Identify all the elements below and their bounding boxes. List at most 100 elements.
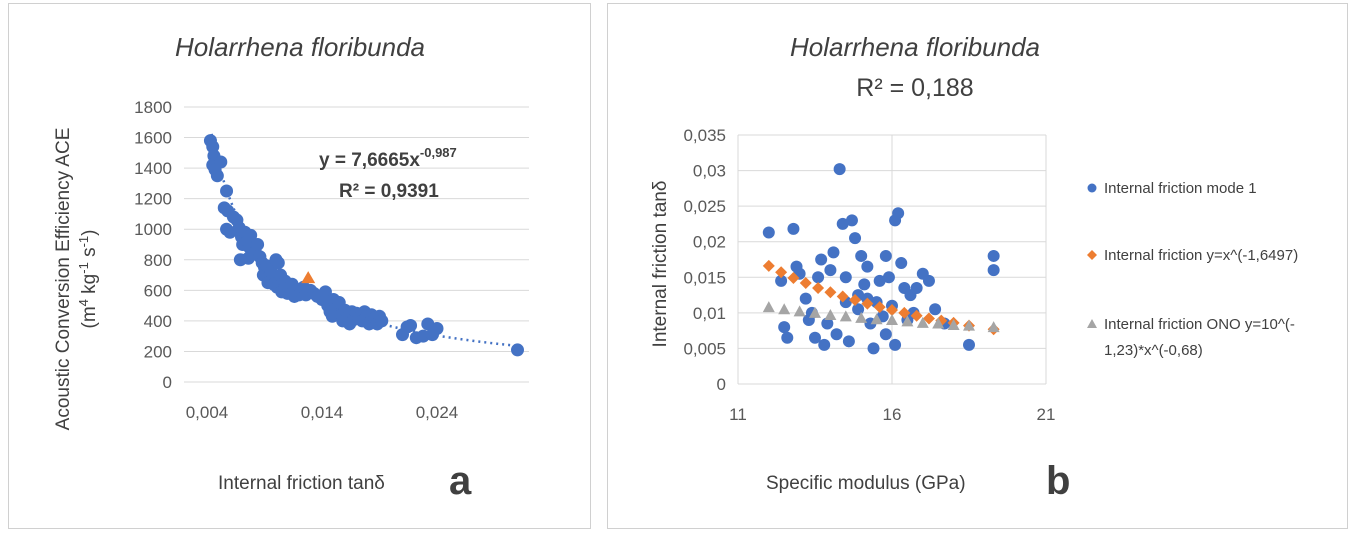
data-point-power <box>910 309 923 322</box>
legend-label-power: Internal friction y=x^(-1,6497) <box>1104 247 1298 264</box>
data-point-power <box>861 297 874 310</box>
data-point-mode1 <box>842 335 855 348</box>
data-point-mode1 <box>895 257 908 270</box>
chart-a-xlabel: Internal friction tanδ <box>218 473 385 494</box>
data-point-mode1 <box>821 317 834 330</box>
data-point-ono <box>809 306 821 318</box>
data-point-mode1 <box>867 342 880 355</box>
data-point-mode1 <box>873 274 886 287</box>
data-point-mode1 <box>787 222 800 235</box>
data-point-ono <box>855 311 868 323</box>
chart-b-subtitle: R² = 0,188 <box>856 74 973 102</box>
data-point-mode1 <box>910 281 923 294</box>
trend-equation-prefix: y = 7,6665x <box>319 150 420 171</box>
y-tick-label: 0,03 <box>693 162 726 181</box>
data-point-mode1 <box>879 328 892 341</box>
y-tick-label: 1200 <box>134 190 172 209</box>
chart-b-title: Holarrhena floribunda <box>790 32 1040 62</box>
data-point-ono <box>886 313 898 325</box>
y-tick-label: 200 <box>144 342 172 361</box>
data-point-mode1 <box>987 249 1000 262</box>
chart-b-xlabel: Specific modulus (GPa) <box>766 473 966 494</box>
data-point-mode1 <box>778 321 791 334</box>
data-point <box>430 322 444 336</box>
data-point <box>251 238 265 251</box>
data-point-ono <box>916 316 929 328</box>
x-tick-label: 16 <box>883 405 902 424</box>
legend-marker-diamond <box>1087 250 1097 260</box>
panel-letter-b: b <box>1046 459 1070 503</box>
chart-b-ylabel: Internal friction tanδ <box>650 181 671 348</box>
x-tick-label: 0,024 <box>416 403 459 422</box>
data-point-ono <box>839 310 852 322</box>
chart-panel-b: Holarrhena floribunda R² = 0,188 0 0,005 0… <box>607 3 1348 529</box>
data-point-mode1 <box>845 214 858 227</box>
data-point <box>220 184 234 198</box>
data-point-mode1 <box>849 232 862 245</box>
data-point-mode1 <box>830 328 843 341</box>
data-point-mode1 <box>824 264 837 277</box>
y-tick-label: 0,015 <box>683 268 726 287</box>
chart-b-legend: Internal friction mode 1 Internal fricti… <box>1087 180 1298 359</box>
data-point-mode1 <box>833 163 846 176</box>
data-point-power <box>886 304 898 317</box>
legend-marker-circle <box>1087 183 1097 193</box>
trend-equation-exponent: -0,987 <box>420 145 457 160</box>
legend-marker-triangle <box>1087 319 1097 328</box>
data-point-ono <box>963 319 975 331</box>
data-point-mode1 <box>889 338 902 351</box>
data-point-mode1 <box>852 303 865 316</box>
data-point-ono <box>793 305 806 317</box>
x-tick-label: 11 <box>729 405 747 424</box>
panel-letter-a: a <box>449 459 472 503</box>
data-point-power <box>824 286 837 299</box>
chart-a-title: Holarrhena floribunda <box>175 32 425 62</box>
y-tick-label: 0,025 <box>683 197 726 216</box>
data-point-mode1 <box>929 303 942 316</box>
legend-item-mode1: Internal friction mode 1 <box>1087 180 1257 197</box>
data-point-mode1 <box>836 217 849 230</box>
chart-a-svg: Holarrhena floribunda 0 200 400 600 800 1000 1… <box>53 32 529 503</box>
data-point-power <box>787 271 800 284</box>
data-point-mode1 <box>818 338 831 351</box>
data-point <box>210 169 224 183</box>
data-point-mode1 <box>827 246 840 259</box>
data-point-mode1 <box>799 292 812 305</box>
chart-a-ylabel: Acoustic Conversion Efficiency ACE (m4 k… <box>53 128 100 431</box>
chart-a-ylabel-line1: Acoustic Conversion Efficiency ACE <box>53 128 74 431</box>
data-point <box>244 228 258 242</box>
trend-r2: R² = 0,9391 <box>339 181 439 202</box>
chart-a-trend-equation: y = 7,6665x-0,987 R² = 0,9391 <box>319 145 457 202</box>
data-point-mode1 <box>815 253 828 266</box>
data-point-power <box>873 301 886 314</box>
legend-label-mode1: Internal friction mode 1 <box>1104 180 1257 197</box>
data-point-mode1 <box>855 249 868 262</box>
legend-item-ono: Internal friction ONO y=10^(- 1,23)*x^(-… <box>1087 316 1295 359</box>
data-point-mode1 <box>882 271 895 284</box>
data-point-ono <box>762 301 775 313</box>
data-point-mode1 <box>987 264 1000 277</box>
y-tick-label: 1000 <box>134 220 172 239</box>
legend-label-ono-line2: 1,23)*x^(-0,68) <box>1104 342 1203 359</box>
data-point-ono <box>947 318 960 330</box>
data-point-ono <box>824 308 837 320</box>
data-point <box>233 253 247 267</box>
highlight-point <box>301 271 316 284</box>
y-tick-label: 0,035 <box>683 126 726 145</box>
data-point <box>375 314 389 328</box>
y-tick-label: 1800 <box>134 98 172 117</box>
y-tick-label: 1400 <box>134 159 172 178</box>
data-point-ono <box>778 303 791 315</box>
data-point-mode1 <box>809 331 821 344</box>
data-point-mode1 <box>781 331 794 344</box>
data-point <box>214 155 228 169</box>
y-tick-label: 400 <box>144 312 172 331</box>
y-tick-label: 800 <box>144 251 172 270</box>
data-point-mode1 <box>963 338 975 351</box>
data-point-mode1 <box>892 207 905 220</box>
data-point-ono <box>987 321 1000 333</box>
x-tick-label: 0,004 <box>186 403 229 422</box>
y-tick-label: 0,01 <box>693 304 726 323</box>
data-point-mode1 <box>858 278 871 291</box>
data-point-ono <box>870 313 883 325</box>
